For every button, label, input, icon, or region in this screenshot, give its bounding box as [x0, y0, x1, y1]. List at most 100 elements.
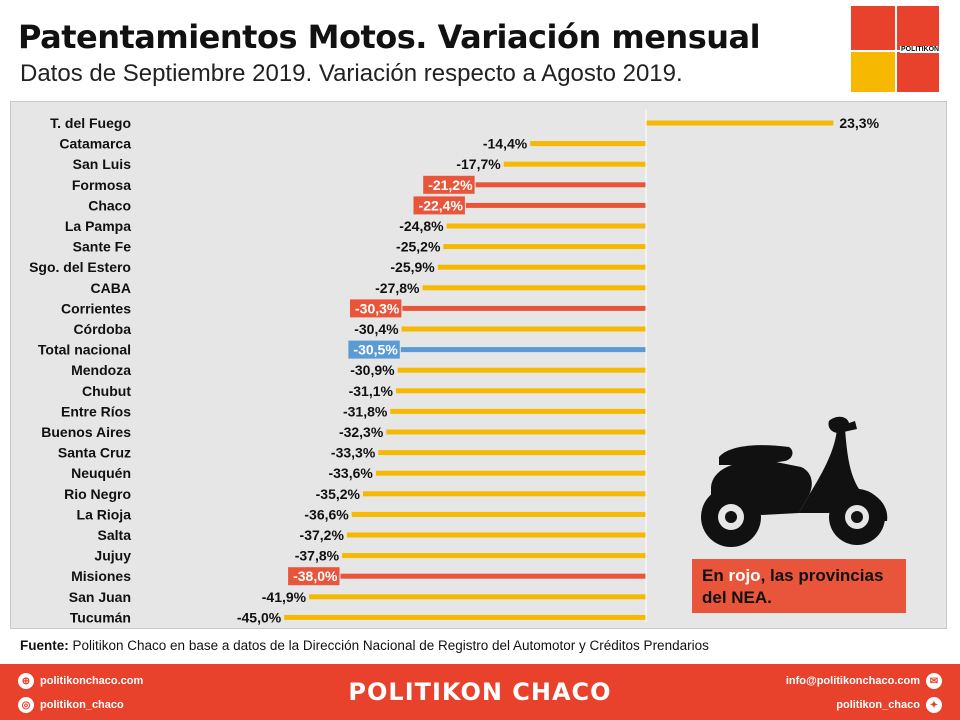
- category-label: Sante Fe: [73, 239, 132, 255]
- bar: [422, 285, 646, 291]
- category-label: Córdoba: [73, 321, 131, 337]
- value-label-box: [288, 567, 340, 586]
- value-label: -27,8%: [375, 280, 420, 296]
- bar: [378, 450, 646, 456]
- footer-twitter[interactable]: politikon_chaco ✦: [836, 697, 942, 713]
- bar: [437, 264, 646, 270]
- footer-instagram-text: politikon_chaco: [40, 699, 124, 711]
- value-label: -30,3%: [355, 300, 400, 316]
- value-label: -30,4%: [354, 321, 399, 337]
- bar: [340, 573, 646, 579]
- footer-website[interactable]: ⊕ politikonchaco.com: [18, 673, 143, 689]
- category-label: CABA: [91, 280, 131, 296]
- category-label: Santa Cruz: [58, 445, 131, 461]
- category-label: Rio Negro: [64, 486, 131, 502]
- value-label: -31,8%: [343, 403, 388, 419]
- bar: [375, 470, 646, 476]
- bar: [443, 244, 646, 250]
- footer-twitter-text: politikon_chaco: [836, 699, 920, 711]
- category-label: La Pampa: [65, 218, 131, 234]
- category-label: Jujuy: [94, 548, 131, 564]
- category-label: San Juan: [69, 589, 131, 605]
- source-note: Fuente: Politikon Chaco en base a datos …: [20, 638, 709, 653]
- page-subtitle: Datos de Septiembre 2019. Variación resp…: [20, 60, 683, 87]
- category-label: Salta: [98, 527, 132, 543]
- category-label: Buenos Aires: [41, 424, 131, 440]
- politikon-logo: POLITIKON: [851, 6, 947, 92]
- bar: [390, 408, 646, 414]
- scooter-icon: [701, 416, 888, 547]
- logo-text: POLITIKON: [900, 46, 941, 53]
- bar-chart: T. del Fuego 23,3% Catamarca -14,4% San Luis…: [29, 110, 880, 625]
- value-label: -38,0%: [293, 568, 338, 584]
- bar: [401, 326, 646, 332]
- value-label: -30,5%: [353, 342, 398, 358]
- value-label: -25,2%: [396, 239, 441, 255]
- category-label: Formosa: [72, 177, 131, 193]
- category-label: Entre Ríos: [61, 403, 131, 419]
- chart-panel: T. del Fuego 23,3% Catamarca -14,4% San Luis…: [10, 101, 947, 629]
- bar: [475, 182, 646, 188]
- source-text: Politikon Chaco en base a datos de la Di…: [68, 638, 709, 653]
- bar: [400, 347, 646, 353]
- page-title: Patentamientos Motos. Variación mensual: [18, 18, 761, 56]
- footer-email-text: info@politikonchaco.com: [785, 675, 920, 687]
- value-label: 23,3%: [839, 115, 879, 131]
- category-label: Chubut: [82, 383, 131, 399]
- value-label: -22,4%: [419, 197, 464, 213]
- mail-icon: ✉: [926, 673, 942, 689]
- value-label: -41,9%: [262, 589, 307, 605]
- bar: [465, 202, 646, 208]
- category-label: Sgo. del Estero: [29, 259, 131, 275]
- bar: [342, 553, 646, 559]
- value-label: -30,9%: [350, 362, 395, 378]
- category-label: La Rioja: [77, 506, 132, 522]
- bar: [386, 429, 646, 435]
- bar: [284, 614, 646, 620]
- value-label: -31,1%: [349, 383, 394, 399]
- value-label-box: [350, 299, 402, 318]
- category-label: Mendoza: [71, 362, 131, 378]
- category-label: T. del Fuego: [50, 115, 131, 131]
- bar: [346, 532, 646, 538]
- value-label: -32,3%: [339, 424, 384, 440]
- value-label-box: [348, 340, 400, 359]
- category-label: San Luis: [73, 156, 132, 172]
- value-label: -36,6%: [304, 506, 349, 522]
- value-label: -21,2%: [428, 177, 473, 193]
- value-label: -14,4%: [483, 136, 528, 152]
- footer-website-text: politikonchaco.com: [40, 675, 144, 687]
- value-label: -33,3%: [331, 445, 376, 461]
- value-label: -37,2%: [300, 527, 345, 543]
- value-label: -37,8%: [295, 548, 340, 564]
- globe-icon: ⊕: [18, 673, 34, 689]
- value-label: -33,6%: [328, 465, 373, 481]
- footer-bar: ⊕ politikonchaco.com ◎ politikon_chaco P…: [0, 664, 960, 720]
- value-label: -25,9%: [390, 259, 435, 275]
- note-suffix: , las provincias del NEA.: [702, 566, 884, 607]
- bar: [397, 367, 646, 373]
- value-label: -35,2%: [316, 486, 361, 502]
- source-label: Fuente:: [20, 638, 69, 653]
- category-label: Misiones: [71, 568, 131, 584]
- footer-instagram[interactable]: ◎ politikon_chaco: [18, 697, 124, 713]
- bar: [402, 305, 646, 311]
- footer-email[interactable]: info@politikonchaco.com ✉: [786, 673, 942, 689]
- note-highlight: rojo: [728, 566, 761, 585]
- nea-note: En rojo, las provincias del NEA.: [692, 559, 906, 613]
- value-label: -17,7%: [456, 156, 501, 172]
- bar: [396, 388, 646, 394]
- bar: [351, 511, 646, 517]
- twitter-icon: ✦: [926, 697, 942, 713]
- category-label: Total nacional: [38, 342, 131, 358]
- value-label: -24,8%: [399, 218, 444, 234]
- category-label: Neuquén: [71, 465, 131, 481]
- bar: [446, 223, 646, 229]
- bar: [530, 141, 646, 147]
- category-label: Catamarca: [59, 136, 131, 152]
- note-prefix: En: [702, 566, 729, 585]
- bar: [363, 491, 646, 497]
- bar: [646, 120, 834, 126]
- value-label: -45,0%: [237, 609, 282, 625]
- value-label-box: [423, 175, 475, 194]
